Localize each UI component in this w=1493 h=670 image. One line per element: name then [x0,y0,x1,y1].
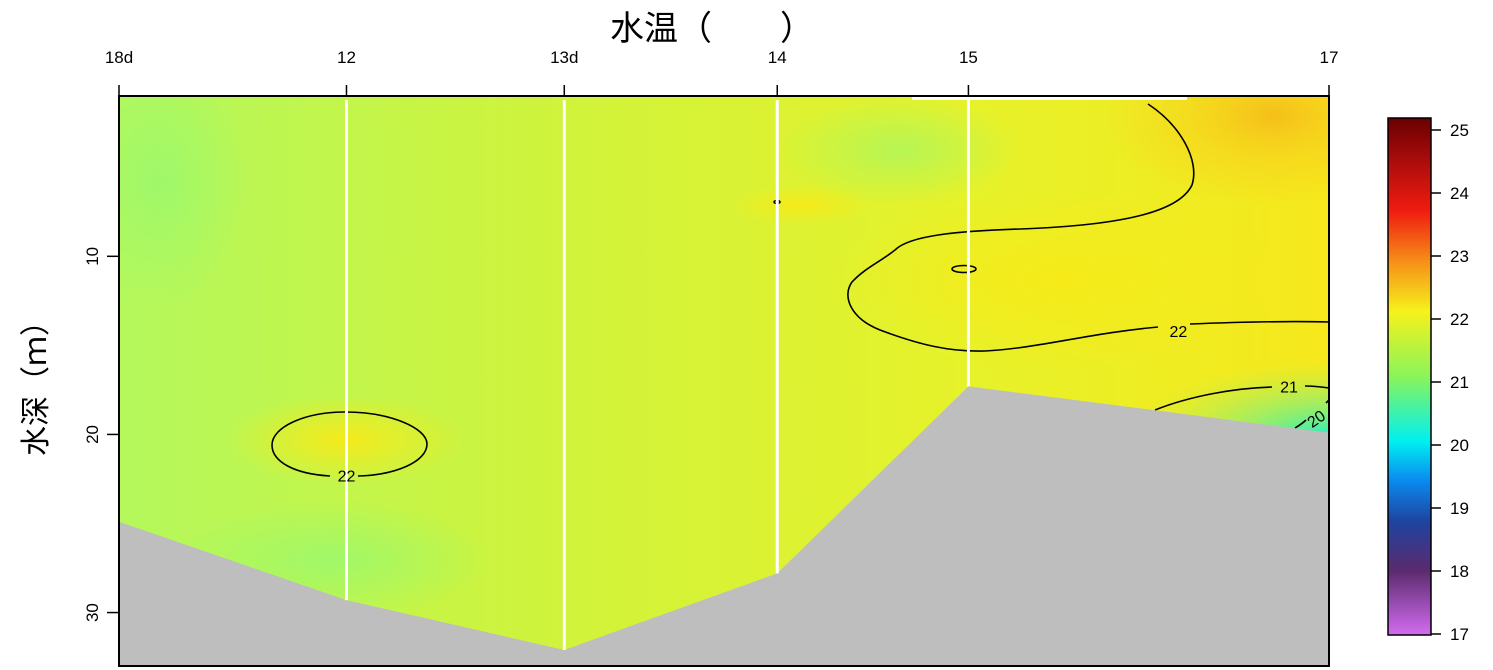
y-axis-label: 水深（ｍ） [19,306,54,456]
colorbar-ticks: 17 18 19 20 21 22 23 24 25 [1431,121,1469,644]
y-axis-left: 10 20 30 [83,247,119,622]
colorbar-tick-label-24: 24 [1450,184,1469,203]
cast-lines [344,100,970,650]
colorbar-tick-label-25: 25 [1450,121,1469,140]
colorbar: 17 18 19 20 21 22 23 24 25 [1387,117,1469,644]
surface-gap [912,96,1187,100]
contour-22-15 [847,103,1330,352]
warm-patch-17 [950,96,1329,296]
contour-label-0: 22 [338,468,356,485]
contour-22-small [951,264,977,274]
colorbar-tick-label-18: 18 [1450,562,1469,581]
colorbar-tick-label-22: 22 [1450,310,1469,329]
colorbar-tick-label-17: 17 [1450,625,1469,644]
x-axis-top: 18d 12 13d 14 15 17 [105,48,1339,96]
x-tick-label-13d: 13d [550,48,578,67]
contour-label-2: 21 [1280,379,1298,396]
colorbar-gradient [1387,117,1432,636]
x-tick-label-18d: 18d [105,48,133,67]
temperature-field [119,96,1329,666]
contour-22-12 [271,411,428,477]
cool-patch-left [119,96,250,310]
contour-lines [271,103,1330,477]
x-tick-label-15: 15 [959,48,978,67]
x-tick-label-14: 14 [768,48,787,67]
contour-label-1: 22 [1170,324,1188,341]
colorbar-tick-label-19: 19 [1450,499,1469,518]
seabed-area [119,386,1329,666]
contour-21-17 [1154,385,1330,411]
colorbar-tick-label-23: 23 [1450,247,1469,266]
x-tick-label-12: 12 [337,48,356,67]
warm-patch-14 [730,185,870,225]
chart-title: 水温（ ） [610,9,814,49]
y-tick-label-20: 20 [83,425,102,444]
colorbar-tick-label-21: 21 [1450,373,1469,392]
y-tick-label-30: 30 [83,603,102,622]
x-tick-label-17: 17 [1320,48,1339,67]
colorbar-tick-label-20: 20 [1450,436,1469,455]
plot-frame [118,95,1330,667]
y-tick-label-10: 10 [83,247,102,266]
